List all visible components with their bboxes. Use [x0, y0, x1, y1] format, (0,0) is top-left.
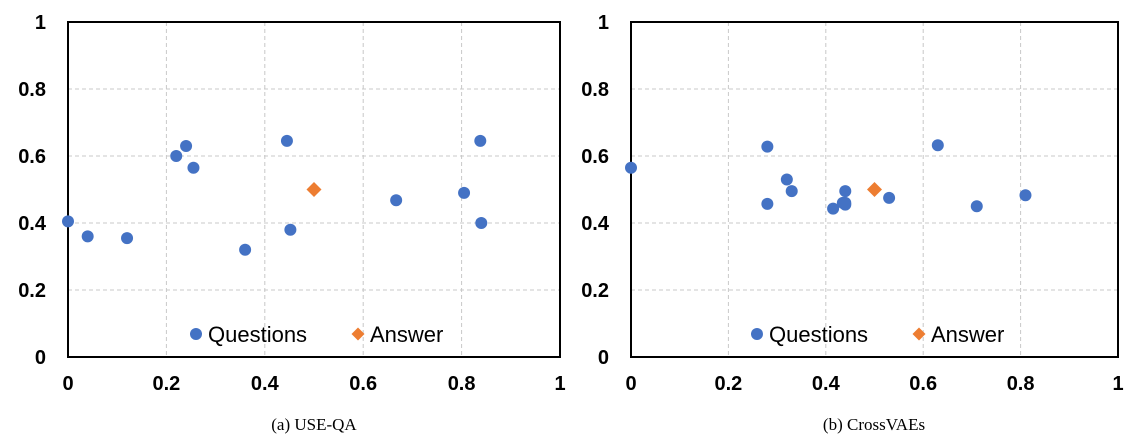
- x-tick-label: 1: [1112, 373, 1123, 395]
- y-tick-label: 0: [35, 347, 46, 369]
- question-point: [827, 202, 840, 215]
- question-point: [839, 198, 852, 211]
- y-tick-label: 0.8: [18, 79, 46, 101]
- subfigure-caption: (a) USE-QA: [271, 415, 357, 434]
- question-point: [81, 230, 94, 243]
- x-tick-label: 0.4: [251, 373, 280, 395]
- legend: Questions Answer: [190, 322, 443, 347]
- question-point: [474, 134, 487, 147]
- answer-point: [306, 182, 322, 197]
- chart-panel-1: 0 0.2 0.4 0.6 0.8 1 0 0.2 0.4 0.6 0.8 1 Questions Ans…: [18, 12, 565, 434]
- y-tick-label: 0.2: [581, 280, 609, 302]
- question-point: [761, 197, 774, 210]
- chart-panel-2: 0 0.2 0.4 0.6 0.8 1 0 0.2 0.4 0.6 0.8 1 Questions Ans…: [581, 12, 1123, 434]
- question-point: [180, 139, 193, 152]
- legend-answer-label: Answer: [370, 322, 443, 347]
- legend-answer-marker: [351, 327, 365, 341]
- question-point: [761, 140, 774, 153]
- y-tick-label: 0.2: [18, 280, 46, 302]
- x-tick-label: 0.8: [448, 373, 476, 395]
- question-point: [62, 215, 74, 228]
- x-tick-label: 0.2: [714, 373, 742, 395]
- question-point: [931, 139, 944, 152]
- legend-answer-label: Answer: [931, 322, 1004, 347]
- question-point: [187, 161, 200, 174]
- legend-questions-marker: [190, 328, 202, 340]
- y-tick-label: 0.8: [581, 79, 609, 101]
- plot-frame: [67, 21, 561, 358]
- question-point: [280, 134, 293, 147]
- x-tick-label: 0.6: [909, 373, 937, 395]
- x-tick-label: 1: [554, 373, 565, 395]
- x-tick-label: 0.4: [812, 373, 841, 395]
- question-point: [239, 243, 252, 256]
- question-point: [284, 223, 297, 236]
- subfigure-caption: (b) CrossVAEs: [823, 415, 925, 434]
- y-tick-label: 0.6: [18, 146, 46, 168]
- answer-point: [867, 182, 882, 197]
- question-point: [475, 217, 488, 229]
- y-tick-label: 1: [598, 12, 609, 34]
- legend-answer-marker: [912, 327, 926, 341]
- legend-questions-label: Questions: [208, 322, 307, 347]
- y-tick-label: 0.4: [581, 213, 610, 235]
- question-point: [839, 185, 852, 198]
- question-point: [780, 173, 793, 186]
- question-point: [883, 191, 896, 204]
- question-point: [785, 185, 798, 198]
- question-point: [390, 194, 403, 207]
- x-tick-label: 0: [62, 373, 73, 395]
- y-tick-label: 0: [598, 347, 609, 369]
- legend: Questions Answer: [751, 322, 1004, 347]
- x-tick-label: 0.2: [152, 373, 180, 395]
- legend-questions-label: Questions: [769, 322, 868, 347]
- x-tick-label: 0.6: [349, 373, 377, 395]
- question-point: [625, 161, 637, 174]
- legend-questions-marker: [751, 328, 763, 340]
- question-point: [458, 186, 471, 199]
- question-point: [1019, 189, 1032, 202]
- y-tick-label: 0.4: [18, 213, 47, 235]
- question-point: [121, 232, 134, 245]
- question-point: [170, 150, 183, 162]
- y-tick-label: 1: [35, 12, 46, 34]
- plot-frame: [630, 21, 1119, 358]
- x-tick-label: 0.8: [1007, 373, 1035, 395]
- x-tick-label: 0: [625, 373, 636, 395]
- question-point: [970, 200, 983, 213]
- y-tick-label: 0.6: [581, 146, 609, 168]
